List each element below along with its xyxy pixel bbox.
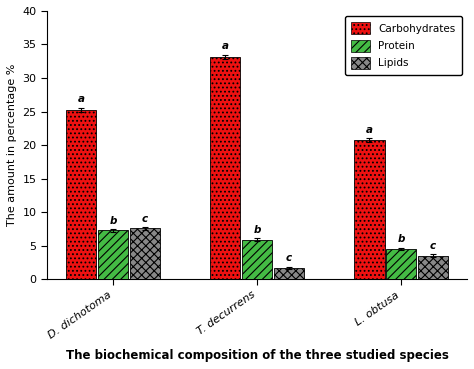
Bar	[386, 249, 416, 279]
Text: c: c	[286, 253, 292, 263]
Text: a: a	[222, 41, 229, 51]
Legend: Carbohydrates, Protein, Lipids: Carbohydrates, Protein, Lipids	[345, 16, 462, 75]
Text: b: b	[254, 225, 261, 235]
Bar	[66, 110, 96, 279]
X-axis label: The biochemical composition of the three studied species: The biochemical composition of the three…	[65, 349, 448, 362]
Text: b: b	[109, 215, 117, 225]
Bar	[210, 56, 240, 279]
Bar	[418, 256, 448, 279]
Bar	[273, 268, 304, 279]
Text: a: a	[366, 125, 373, 135]
Bar	[242, 240, 272, 279]
Bar	[355, 141, 384, 279]
Y-axis label: The amount in percentage %: The amount in percentage %	[7, 64, 17, 226]
Text: b: b	[398, 234, 405, 244]
Text: a: a	[78, 94, 85, 104]
Bar	[129, 228, 160, 279]
Bar	[98, 230, 128, 279]
Text: c: c	[142, 214, 148, 224]
Text: c: c	[430, 241, 436, 251]
